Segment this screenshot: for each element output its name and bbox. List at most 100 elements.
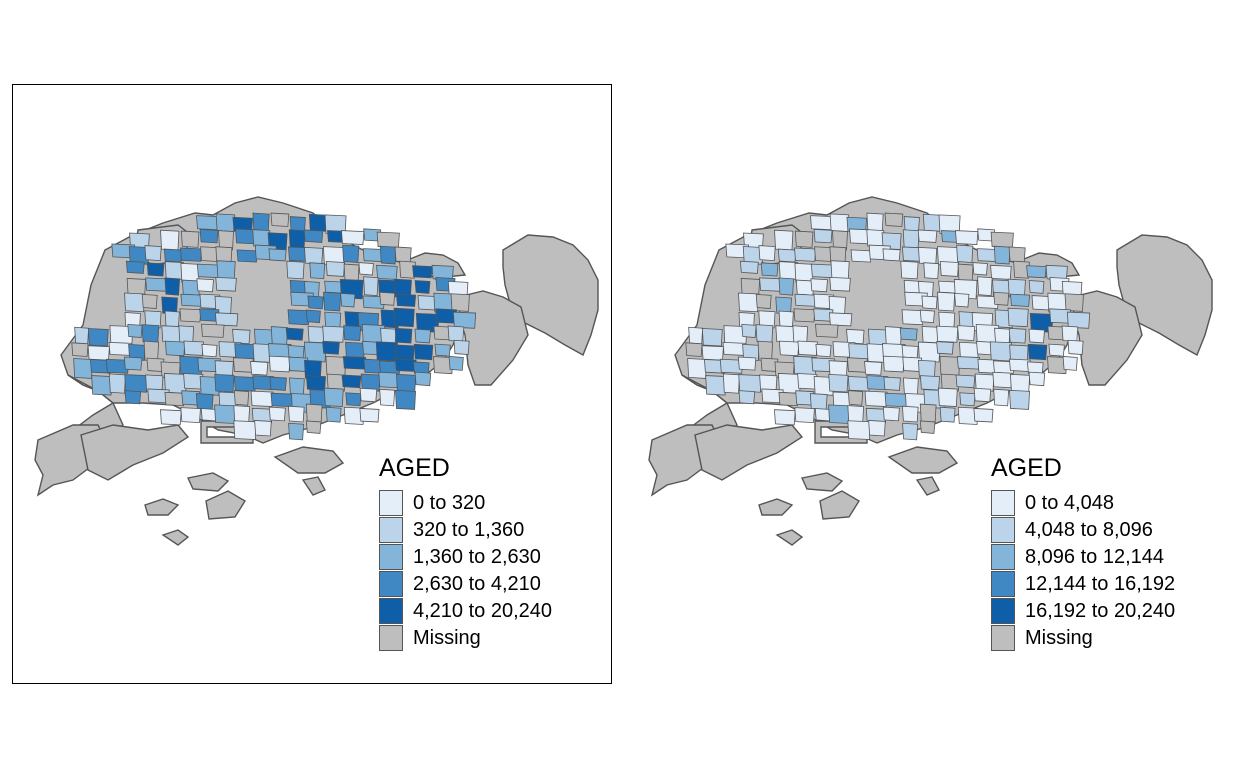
subzone-cell: [832, 230, 848, 251]
subzone-cell: [1013, 260, 1030, 279]
subzone-cell: [378, 360, 401, 374]
subzone-cell: [71, 342, 89, 357]
subzone-cell: [687, 358, 708, 379]
legend-swatch: [379, 570, 403, 597]
subzone-cell: [124, 390, 142, 405]
subzone-cell: [305, 420, 322, 434]
subzone-cell: [937, 291, 956, 312]
subzone-cell: [163, 248, 183, 263]
subzone-cell: [164, 277, 181, 296]
subzone-cell: [196, 278, 214, 293]
subzone-cell: [288, 377, 305, 396]
subzone-cell: [343, 406, 365, 425]
subzone-cell: [141, 293, 158, 309]
subzone-cell: [161, 325, 182, 343]
subzone-cell: [813, 228, 833, 244]
planning-subzones-left: [71, 212, 477, 441]
subzone-cell: [164, 340, 186, 357]
legend-item: 0 to 320: [379, 489, 552, 516]
subzone-cell: [794, 407, 815, 424]
subzone-cell: [1048, 343, 1065, 357]
landmass-east-islets: [301, 476, 326, 496]
landmass-south-isle-a: [800, 472, 844, 492]
subzone-cell: [992, 371, 1013, 389]
subzone-cell: [450, 293, 470, 312]
subzone-cell: [74, 326, 90, 345]
subzone-cell: [287, 345, 305, 359]
landmass-south-isle-a: [186, 472, 230, 492]
subzone-cell: [414, 280, 431, 294]
subzone-cell: [215, 213, 236, 232]
subzone-cell: [815, 343, 832, 358]
subzone-cell: [322, 325, 345, 343]
subzone-cell: [990, 231, 1014, 249]
subzone-cell: [393, 307, 415, 328]
subzone-cell: [433, 356, 454, 375]
subzone-cell: [775, 325, 796, 343]
subzone-cell: [394, 327, 413, 344]
subzone-cell: [738, 390, 756, 405]
subzone-cell: [447, 325, 465, 342]
subzone-cell: [146, 262, 165, 277]
subzone-cell: [87, 345, 110, 361]
subzone-cell: [703, 359, 726, 374]
subzone-cell: [200, 408, 217, 422]
legend-label: 4,048 to 8,096: [1025, 518, 1153, 541]
subzone-cell: [758, 245, 776, 262]
subzone-cell: [287, 309, 310, 326]
subzone-cell: [376, 264, 398, 280]
subzone-cell: [1008, 358, 1031, 372]
subzone-cell: [395, 373, 417, 393]
subzone-cell: [270, 392, 295, 408]
subzone-cell: [719, 358, 744, 374]
subzone-cell: [379, 388, 396, 407]
subzone-cell: [160, 229, 180, 251]
subzone-cell: [342, 356, 367, 370]
subzone-cell: [250, 361, 269, 376]
subzone-cell: [778, 340, 800, 357]
subzone-cell: [755, 324, 774, 344]
subzone-cell: [701, 328, 723, 347]
subzone-cell: [922, 213, 942, 232]
legend-swatch: [379, 543, 403, 570]
subzone-cell: [376, 231, 400, 249]
subzone-cell: [195, 393, 214, 410]
legend-label: 8,096 to 12,144: [1025, 545, 1165, 568]
subzone-cell: [1061, 325, 1079, 342]
legend-swatch: [991, 570, 1015, 597]
subzone-cell: [1067, 339, 1084, 355]
subzone-cell: [778, 310, 794, 329]
subzone-cell: [127, 323, 143, 338]
subzone-cell: [685, 342, 703, 357]
subzone-cell: [145, 277, 168, 292]
subzone-cell: [1047, 356, 1068, 375]
landmass-pulau-tekong: [502, 234, 599, 356]
subzone-cell: [917, 229, 938, 243]
subzone-cell: [236, 249, 258, 263]
legend-item: 1,360 to 2,630: [379, 543, 552, 570]
landmass-sentosa: [887, 446, 959, 474]
subzone-cell: [288, 422, 305, 441]
landmass-south-isle-b: [819, 490, 860, 520]
legend-label: 0 to 4,048: [1025, 491, 1114, 514]
subzone-cell: [91, 375, 113, 396]
subzone-cell: [304, 341, 327, 363]
subzone-cell: [144, 310, 162, 329]
subzone-cell: [307, 295, 324, 310]
subzone-cell: [233, 357, 254, 373]
legend-swatch: [991, 543, 1015, 570]
subzone-cell: [214, 373, 235, 393]
subzone-cell: [828, 373, 849, 393]
subzone-cell: [180, 247, 203, 262]
subzone-cell: [359, 387, 378, 403]
subzone-cell: [901, 405, 919, 423]
subzone-cell: [308, 213, 328, 232]
subzone-cell: [379, 291, 396, 306]
subzone-cell: [956, 244, 974, 263]
subzone-cell: [201, 343, 218, 358]
legend-right: AGED 0 to 4,048 4,048 to 8,096 8,096 to …: [991, 455, 1175, 651]
subzone-cell: [829, 213, 850, 232]
subzone-cell: [760, 262, 779, 277]
subzone-cell: [793, 308, 816, 323]
subzone-cell: [179, 308, 202, 323]
